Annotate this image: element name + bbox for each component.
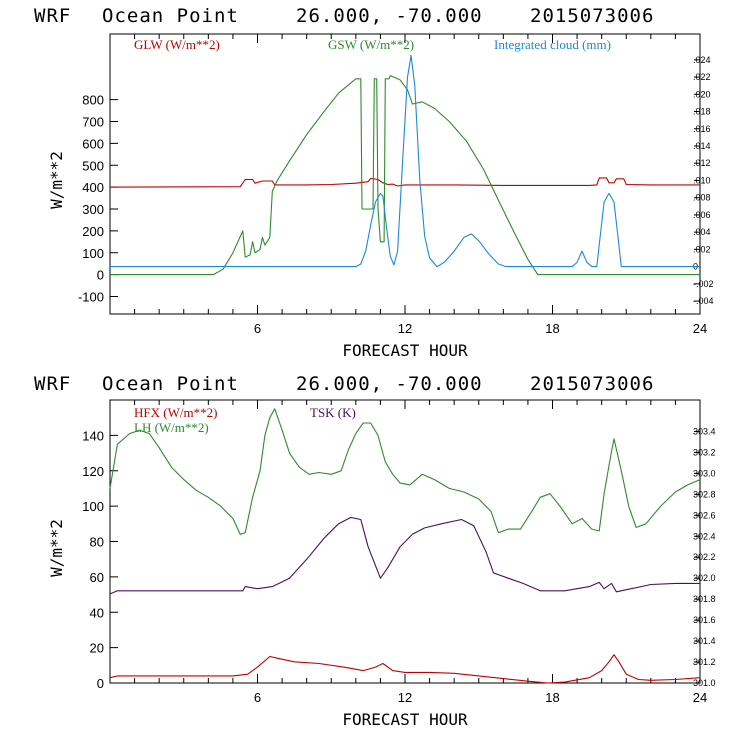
top-y2-tick-label: .006 xyxy=(693,210,711,220)
bottom-x-axis-title: FORECAST HOUR xyxy=(342,710,468,729)
top-y2-tick-label: .022 xyxy=(693,72,711,82)
top-series-glw-line xyxy=(109,177,700,188)
bottom-title-coords: 26.000, -70.000 xyxy=(296,373,483,395)
bottom-chart: WRF Ocean Point 26.000, -70.000 20150730… xyxy=(34,373,716,729)
bottom-y-tick-label: 0 xyxy=(97,676,104,691)
top-y2-tick-label: .012 xyxy=(693,158,711,168)
bottom-y2-tick-label: 302.8 xyxy=(693,489,716,499)
bottom-x-tick-label: 24 xyxy=(693,690,707,705)
top-y2-tick-label: -.004 xyxy=(693,296,714,306)
top-axes: 6 12 18 24 -100 0 100 200 300 400 500 600 700 800 -.00… xyxy=(78,34,714,336)
bottom-legend-hfx: HFX (W/m**2) xyxy=(134,405,217,420)
top-y2-tick-label: .016 xyxy=(693,124,711,134)
bottom-y-tick-label: 140 xyxy=(82,428,104,443)
bottom-y-tick-label: 80 xyxy=(90,535,104,550)
bottom-legend-lh: LH (W/m**2) xyxy=(134,420,209,435)
bottom-y2-tick-label: 301.6 xyxy=(693,615,716,625)
bottom-y2-tick-label: 301.0 xyxy=(693,678,716,688)
top-y-tick-label: 300 xyxy=(82,202,104,217)
bottom-title-run: 2015073006 xyxy=(530,373,654,395)
bottom-y2-tick-label: 302.6 xyxy=(693,510,716,520)
bottom-y-tick-label: 40 xyxy=(90,605,104,620)
top-legend-glw: GLW (W/m**2) xyxy=(134,37,220,52)
top-title-run: 2015073006 xyxy=(530,5,654,27)
bottom-y-tick-label: 100 xyxy=(82,499,104,514)
bottom-x-tick-label: 12 xyxy=(398,690,412,705)
bottom-x-tick-label: 18 xyxy=(545,690,559,705)
bottom-title-location: Ocean Point xyxy=(102,373,239,395)
top-y-tick-label: 200 xyxy=(82,224,104,239)
top-y-tick-label: 600 xyxy=(82,136,104,151)
top-series-group xyxy=(109,54,700,276)
top-y2-tick-label: .008 xyxy=(693,193,711,203)
bottom-y2-tick-label: 301.8 xyxy=(693,594,716,604)
top-series-gsw-line xyxy=(110,75,700,276)
bottom-y2-tick-label: 301.2 xyxy=(693,657,716,667)
top-title-location: Ocean Point xyxy=(102,5,239,27)
bottom-y-axis-title: W/m**2 xyxy=(47,519,66,577)
top-plot-frame xyxy=(109,33,701,315)
top-y-tick-label: -100 xyxy=(78,290,104,305)
top-y-tick-label: 700 xyxy=(82,115,104,130)
bottom-series-group xyxy=(109,408,701,684)
top-x-tick-label: 12 xyxy=(398,321,412,336)
bottom-y2-tick-label: 303.4 xyxy=(693,426,716,436)
top-legend-cloud: Integrated cloud (mm) xyxy=(494,37,611,52)
bottom-legend-tsk: TSK (K) xyxy=(310,405,356,420)
bottom-x-tick-label: 6 xyxy=(254,690,261,705)
top-y2-tick-label: .010 xyxy=(693,175,711,185)
top-y2-tick-label: -.002 xyxy=(693,279,714,289)
top-y2-tick-label: .004 xyxy=(693,227,711,237)
bottom-series-lh-line xyxy=(109,408,701,535)
bottom-y2-tick-label: 302.0 xyxy=(693,573,716,583)
top-y-tick-label: 0 xyxy=(97,268,104,283)
bottom-y-tick-label: 60 xyxy=(90,570,104,585)
top-y-tick-label: 100 xyxy=(82,246,104,261)
top-y2-tick-label: .014 xyxy=(693,141,711,151)
top-y-axis-title: W/m**2 xyxy=(47,151,66,209)
top-title-model: WRF xyxy=(34,5,71,27)
bottom-series-hfx-line xyxy=(109,654,701,684)
bottom-series-tsk-line xyxy=(109,516,700,595)
bottom-y2-tick-label: 303.0 xyxy=(693,468,716,478)
bottom-y2-tick-label: 302.2 xyxy=(693,552,716,562)
bottom-title-model: WRF xyxy=(34,373,71,395)
top-legend-gsw: GSW (W/m**2) xyxy=(328,37,414,52)
top-y2-tick-label: .018 xyxy=(693,107,711,117)
top-x-tick-label: 18 xyxy=(545,321,559,336)
bottom-y2-tick-label: 302.4 xyxy=(693,531,716,541)
top-chart: WRF Ocean Point 26.000, -70.000 20150730… xyxy=(34,5,714,360)
top-y-tick-label: 800 xyxy=(82,93,104,108)
top-y-tick-label: 400 xyxy=(82,180,104,195)
top-y2-tick-label: .002 xyxy=(693,244,711,254)
top-x-tick-label: 6 xyxy=(254,321,261,336)
bottom-y2-tick-label: 301.4 xyxy=(693,636,716,646)
top-y2-tick-label: .020 xyxy=(693,89,711,99)
top-y2-tick-label: .024 xyxy=(693,55,711,65)
top-title-coords: 26.000, -70.000 xyxy=(296,5,483,27)
top-x-tick-label: 24 xyxy=(693,321,707,336)
top-series-integrated-line xyxy=(110,54,700,268)
bottom-y-tick-label: 20 xyxy=(90,641,104,656)
bottom-axes: 6 12 18 24 0 20 40 60 80 100 120 140 301.0 301.2 301.4… xyxy=(82,400,716,705)
bottom-y2-tick-label: 303.2 xyxy=(693,447,716,457)
bottom-y-tick-label: 120 xyxy=(82,464,104,479)
top-y-tick-label: 500 xyxy=(82,158,104,173)
top-x-axis-title: FORECAST HOUR xyxy=(342,341,468,360)
